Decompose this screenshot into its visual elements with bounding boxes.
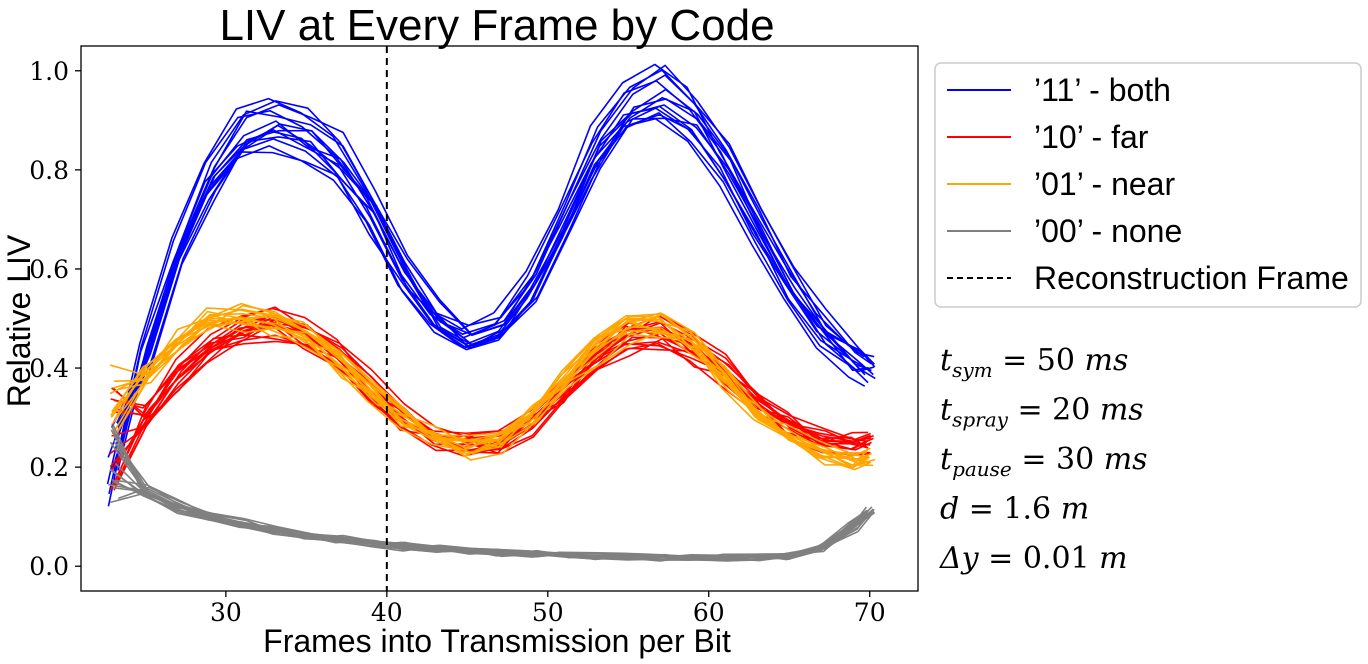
parameter-annotations: tsym = 50 ms tspray = 20 ms tpause = 30 ms… [939, 343, 1148, 576]
series-line [110, 468, 868, 561]
plot-area [80, 45, 919, 592]
series-line [115, 446, 874, 562]
series-line [116, 74, 875, 438]
y-tick-label: 0.6 [29, 255, 69, 284]
series-line [118, 98, 876, 429]
y-tick-label: 0.2 [29, 453, 69, 482]
parameter-annotation: tsym = 50 ms [940, 343, 1128, 382]
legend-label: ’10’ - far [1034, 119, 1149, 155]
series-line [111, 113, 870, 426]
series-line [118, 319, 876, 465]
series-line [117, 88, 876, 428]
legend-label: ’11’ - both [1034, 72, 1171, 108]
y-tick-label: 0.8 [29, 156, 69, 185]
series-line [116, 439, 875, 562]
legend: ’11’ - both ’10’ - far ’01’ - near ’00’ - n… [934, 62, 1362, 308]
series-layer [106, 63, 876, 562]
x-tick-label: 70 [854, 598, 886, 627]
series-line [116, 104, 874, 424]
chart-title: LIV at Every Frame by Code [219, 1, 774, 50]
series-group [108, 424, 876, 562]
series-line [115, 324, 874, 467]
series-line [106, 63, 865, 485]
series-line [109, 441, 868, 561]
parameter-annotation: d = 1.6 m [940, 492, 1089, 527]
series-line [114, 462, 873, 561]
axis-ticks: 30 40 50 60 70 0.0 0.2 0.4 0.6 0.8 1.0 [29, 57, 885, 627]
series-line [113, 440, 871, 562]
series-line [110, 319, 868, 462]
x-tick-label: 40 [371, 598, 403, 627]
y-tick-label: 1.0 [29, 57, 69, 86]
series-line [111, 316, 869, 469]
legend-label: ’01’ - near [1034, 166, 1175, 202]
parameter-annotation: Δy = 0.01 m [939, 541, 1128, 576]
series-line [114, 318, 872, 451]
y-tick-label: 0.4 [29, 354, 69, 383]
series-line [107, 117, 866, 458]
x-tick-label: 60 [693, 598, 725, 627]
y-tick-label: 0.0 [29, 552, 69, 581]
legend-label: Reconstruction Frame [1034, 260, 1349, 296]
series-group [109, 302, 876, 471]
legend-box [934, 62, 1362, 308]
x-tick-label: 30 [210, 598, 242, 627]
series-line [108, 80, 866, 494]
series-group [106, 63, 876, 507]
series-line [114, 96, 872, 439]
parameter-annotation: tpause = 30 ms [940, 442, 1148, 481]
series-line [107, 107, 866, 507]
series-line [117, 485, 876, 561]
plot-frame [80, 45, 919, 592]
series-line [117, 444, 875, 560]
x-axis-label: Frames into Transmission per Bit [263, 623, 731, 659]
parameter-annotation: tspray = 20 ms [940, 393, 1144, 432]
legend-label: ’00’ - none [1034, 213, 1182, 249]
y-axis-label: Relative LIV [1, 234, 37, 407]
x-tick-label: 50 [532, 598, 564, 627]
